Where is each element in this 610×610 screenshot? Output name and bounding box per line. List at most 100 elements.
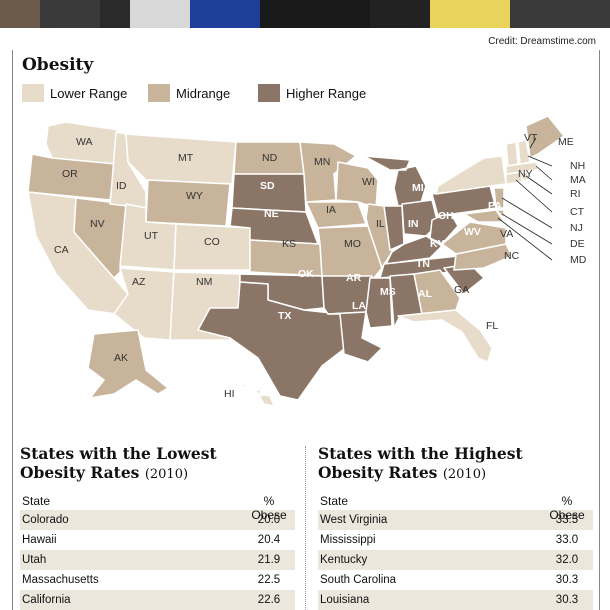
lowest-rates-table: States with the Lowest Obesity Rates (201…: [20, 444, 295, 610]
state-ms: [365, 277, 393, 329]
highest-rates-table: States with the Highest Obesity Rates (20…: [318, 444, 593, 610]
state-label-ne: NE: [264, 208, 279, 220]
col-value: % Obese: [549, 494, 585, 522]
state-label-ca: CA: [54, 244, 69, 256]
state-label-nv: NV: [90, 218, 105, 230]
legend-item-lower: Lower Range: [22, 84, 127, 102]
state-label-ky: KY: [430, 238, 445, 250]
state-label-me: ME: [558, 136, 574, 148]
state-label-ny: NY: [518, 168, 533, 180]
state-label-ks: KS: [282, 238, 297, 250]
state-label-wa: WA: [76, 136, 93, 148]
leader-ri: [525, 175, 553, 195]
state-label-la: LA: [352, 300, 366, 312]
state-label-sc: SC: [484, 268, 499, 280]
state-ak: [87, 329, 169, 399]
table-row: Mississippi 33.0: [320, 534, 579, 546]
state-la: [327, 311, 383, 363]
table-row: Utah 21.9: [20, 550, 295, 570]
leader-ct: [515, 179, 553, 213]
state-label-nj: NJ: [570, 222, 583, 234]
table-row: Colorado 20.0: [20, 510, 295, 530]
state-label-ok: OK: [298, 268, 314, 280]
state-label-mt: MT: [178, 152, 194, 164]
state-ga: [413, 269, 461, 315]
legend-swatch: [258, 84, 280, 102]
leader-ma: [535, 165, 553, 181]
state-label-ri: RI: [570, 188, 581, 200]
state-mn: [299, 141, 357, 203]
state-label-ga: GA: [454, 284, 470, 296]
state-label-ma: MA: [570, 174, 586, 186]
state-label-id: ID: [116, 180, 127, 192]
state-label-tx: TX: [278, 310, 292, 322]
page-title: Obesity: [22, 55, 94, 75]
state-label-wy: WY: [186, 190, 203, 202]
table-row: Louisiana 30.3: [318, 590, 593, 610]
col-state: State: [22, 494, 51, 508]
table-row: South Carolina 30.3: [320, 574, 579, 586]
table-header: State % Obese: [318, 494, 593, 522]
leader-de: [501, 213, 553, 245]
state-label-mn: MN: [314, 156, 331, 168]
state-label-mo: MO: [344, 238, 361, 250]
state-label-tn: TN: [416, 258, 430, 270]
lowest-table-title: States with the Lowest Obesity Rates (201…: [20, 444, 217, 482]
state-label-ak: AK: [114, 352, 129, 364]
state-label-wi: WI: [362, 176, 375, 188]
state-label-ia: IA: [326, 204, 336, 216]
state-label-oh: OH: [438, 210, 454, 222]
state-fl: [397, 309, 493, 363]
state-label-ms: MS: [380, 286, 396, 298]
state-label-mi: MI: [412, 182, 424, 194]
state-label-or: OR: [62, 168, 78, 180]
table-row: California 22.6: [20, 590, 295, 610]
state-ri: [521, 171, 529, 181]
state-label-nd: ND: [262, 152, 278, 164]
state-label-vt: VT: [524, 132, 538, 144]
state-label-wv: WV: [464, 226, 481, 238]
state-label-pa: PA: [488, 200, 502, 212]
leader-vt: [529, 137, 537, 149]
leader-nj: [501, 197, 553, 229]
table-header: State % Obese: [20, 494, 295, 522]
state-nh: [517, 139, 531, 165]
state-label-al: AL: [418, 288, 432, 300]
legend-item-higher: Higher Range: [258, 84, 366, 102]
state-ma: [505, 161, 539, 175]
state-label-ut: UT: [144, 230, 158, 242]
photo-credit: Credit: Dreamstime.com: [488, 36, 596, 47]
leader-nh: [527, 155, 553, 167]
table-row: West Virginia 33.5: [318, 510, 593, 530]
col-state: State: [320, 494, 349, 508]
state-va: [441, 221, 507, 255]
highest-table-title: States with the Highest Obesity Rates (20…: [318, 444, 523, 482]
state-label-nc: NC: [504, 250, 520, 262]
state-tx: [197, 281, 349, 401]
legend-label: Higher Range: [286, 85, 367, 101]
state-vt: [505, 141, 519, 167]
state-label-nm: NM: [196, 276, 213, 288]
legend-swatch: [148, 84, 170, 102]
state-label-co: CO: [204, 236, 220, 248]
infographic-frame: [12, 50, 600, 610]
state-nj: [493, 187, 505, 209]
state-ia: [305, 201, 367, 229]
state-label-de: DE: [570, 238, 585, 250]
table-row: Hawaii 20.4: [22, 534, 281, 546]
legend-label: Lower Range: [50, 85, 128, 101]
state-label-va: VA: [500, 228, 514, 240]
state-md: [463, 209, 505, 223]
state-label-hi: HI: [224, 388, 235, 400]
state-ct: [505, 171, 523, 185]
state-label-il: IL: [376, 218, 385, 230]
state-wy: [145, 179, 231, 227]
us-map-svg: [27, 115, 565, 407]
table-row: Massachusetts 22.5: [22, 574, 281, 586]
header-photo: [0, 0, 610, 28]
state-label-in: IN: [408, 218, 419, 230]
legend-swatch: [22, 84, 44, 102]
col-value: % Obese: [251, 494, 287, 522]
state-label-ar: AR: [346, 272, 362, 284]
us-obesity-map: WA MT ND MN OR ID WY SD WI MI NY VT ME N…: [18, 108, 596, 418]
